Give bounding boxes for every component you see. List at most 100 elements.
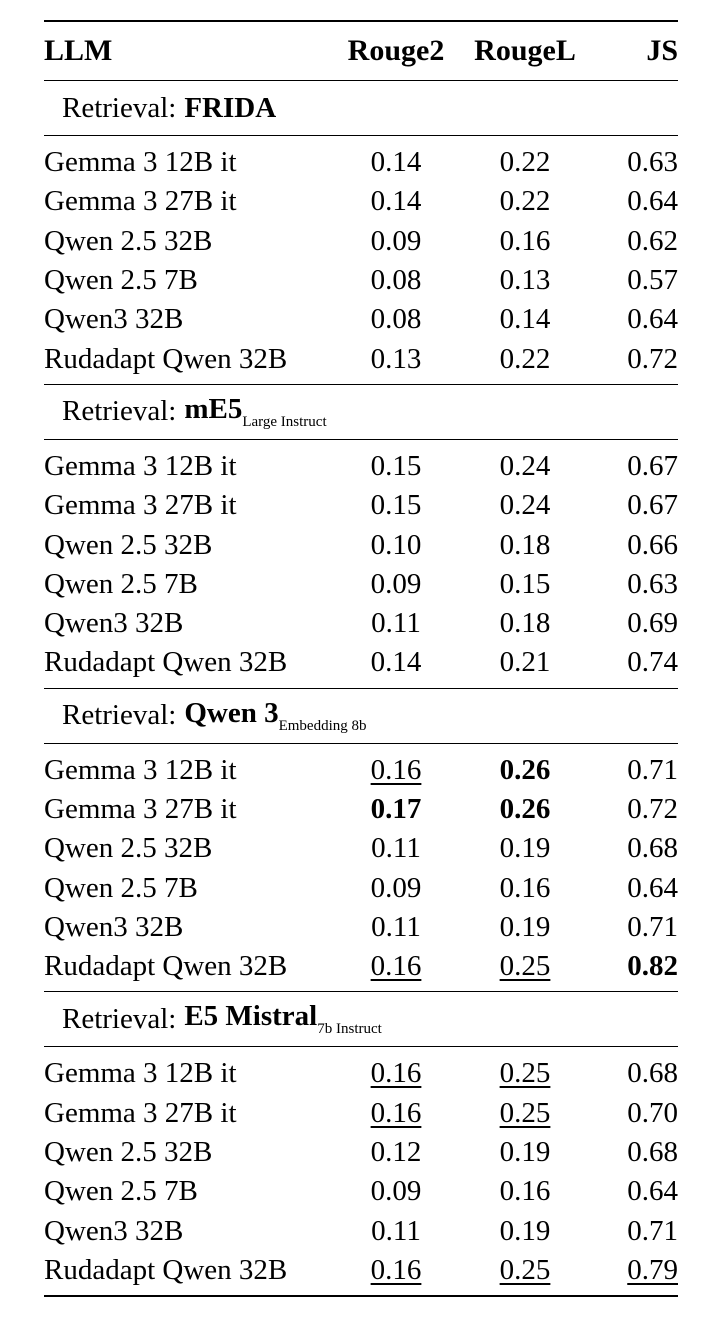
cell-rougel: 0.15 — [448, 568, 602, 601]
cell-js: 0.68 — [602, 832, 678, 865]
cell-js-value: 0.63 — [627, 146, 678, 179]
cell-llm: Qwen 2.5 32B — [44, 225, 344, 258]
table-row: Gemma 3 12B it 0.16 0.25 0.68 — [44, 1054, 678, 1093]
table-row: Rudadapt Qwen 32B 0.16 0.25 0.82 — [44, 947, 678, 986]
cell-js-value: 0.66 — [627, 528, 678, 561]
cell-rouge2-value: 0.09 — [370, 871, 422, 904]
cell-js: 0.62 — [602, 225, 678, 258]
cell-rouge2: 0.11 — [344, 1215, 448, 1248]
cell-js-value: 0.63 — [627, 567, 678, 600]
retrieval-model: E5 Mistral — [184, 1000, 318, 1033]
retrieval-model: Qwen 3 — [184, 696, 279, 729]
section-prefix: Retrieval: — [62, 91, 177, 124]
table-row: Qwen 2.5 32B 0.12 0.19 0.68 — [44, 1133, 678, 1172]
cell-js: 0.66 — [602, 529, 678, 562]
cell-js: 0.72 — [602, 793, 678, 826]
cell-js-value: 0.68 — [627, 1136, 678, 1169]
retrieval-model-subscript: 7b Instruct — [317, 1021, 382, 1038]
cell-llm: Qwen 2.5 32B — [44, 832, 344, 865]
cell-js: 0.79 — [602, 1254, 678, 1287]
cell-llm: Qwen3 32B — [44, 303, 344, 336]
cell-js-value: 0.69 — [627, 607, 678, 640]
cell-llm: Gemma 3 27B it — [44, 793, 344, 826]
cell-rougel: 0.14 — [448, 303, 602, 336]
table-row: Gemma 3 12B it 0.16 0.26 0.71 — [44, 751, 678, 790]
cell-rougel-value: 0.19 — [499, 1136, 551, 1169]
cell-js: 0.71 — [602, 1215, 678, 1248]
table-row: Qwen3 32B 0.08 0.14 0.64 — [44, 300, 678, 339]
cell-llm-value: Gemma 3 12B it — [44, 449, 237, 482]
section-rows: Gemma 3 12B it 0.15 0.24 0.67 Gemma 3 27B it… — [44, 440, 678, 688]
cell-llm-value: Qwen 2.5 32B — [44, 832, 213, 865]
cell-js-value: 0.67 — [627, 489, 678, 522]
cell-rougel-value: 0.22 — [499, 146, 551, 179]
cell-js: 0.64 — [602, 872, 678, 905]
cell-llm-value: Qwen3 32B — [44, 607, 184, 640]
cell-llm-value: Rudadapt Qwen 32B — [44, 342, 288, 375]
section-rule — [44, 742, 678, 744]
cell-js-value: 0.68 — [627, 832, 678, 865]
cell-rouge2-value: 0.16 — [370, 1057, 422, 1090]
header-js: JS — [646, 34, 678, 67]
cell-rougel: 0.25 — [448, 1097, 602, 1130]
cell-rouge2: 0.16 — [344, 1254, 448, 1287]
cell-js-value: 0.57 — [627, 264, 678, 297]
cell-rouge2-value: 0.09 — [370, 224, 422, 257]
section-prefix: Retrieval: — [62, 699, 177, 732]
section-rows: Gemma 3 12B it 0.16 0.25 0.68 Gemma 3 27B it… — [44, 1047, 678, 1295]
cell-rougel: 0.22 — [448, 185, 602, 218]
table-row: Gemma 3 12B it 0.15 0.24 0.67 — [44, 447, 678, 486]
cell-rouge2: 0.09 — [344, 872, 448, 905]
header-llm: LLM — [44, 34, 113, 67]
table-row: Rudadapt Qwen 32B 0.14 0.21 0.74 — [44, 643, 678, 682]
cell-rougel-value: 0.26 — [499, 793, 551, 825]
retrieval-model-subscript: Embedding 8b — [278, 717, 367, 734]
cell-rouge2-value: 0.16 — [370, 1096, 422, 1129]
table-row: Qwen3 32B 0.11 0.19 0.71 — [44, 908, 678, 947]
retrieval-model-name: mE5Large Instruct — [184, 393, 326, 431]
cell-rougel: 0.19 — [448, 832, 602, 865]
table-row: Rudadapt Qwen 32B 0.13 0.22 0.72 — [44, 339, 678, 378]
cell-rouge2-value: 0.09 — [370, 1175, 422, 1208]
table-row: Qwen 2.5 7B 0.09 0.15 0.63 — [44, 565, 678, 604]
cell-rouge2: 0.14 — [344, 146, 448, 179]
cell-llm-value: Gemma 3 27B it — [44, 793, 237, 825]
cell-rouge2-value: 0.12 — [370, 1136, 422, 1169]
cell-js: 0.74 — [602, 646, 678, 679]
cell-rouge2: 0.13 — [344, 343, 448, 376]
table-row: Gemma 3 27B it 0.17 0.26 0.72 — [44, 790, 678, 829]
cell-js: 0.71 — [602, 754, 678, 787]
table-row: Qwen 2.5 7B 0.09 0.16 0.64 — [44, 868, 678, 907]
cell-js: 0.67 — [602, 450, 678, 483]
cell-js-value: 0.64 — [627, 871, 678, 904]
cell-js-value: 0.64 — [627, 1175, 678, 1208]
cell-llm-value: Rudadapt Qwen 32B — [44, 950, 288, 983]
cell-js-value: 0.64 — [627, 303, 678, 336]
cell-llm: Qwen 2.5 7B — [44, 568, 344, 601]
retrieval-model-subscript: Large Instruct — [242, 413, 327, 430]
cell-rouge2: 0.11 — [344, 607, 448, 640]
cell-js: 0.70 — [602, 1097, 678, 1130]
cell-rouge2: 0.09 — [344, 225, 448, 258]
cell-rougel-value: 0.22 — [499, 185, 551, 218]
cell-rouge2-value: 0.16 — [370, 950, 422, 983]
cell-rouge2-value: 0.15 — [370, 449, 422, 482]
section-end-rule — [44, 687, 678, 689]
cell-rouge2: 0.14 — [344, 646, 448, 679]
header-rouge2: Rouge2 — [347, 34, 445, 67]
cell-llm-value: Qwen3 32B — [44, 303, 184, 336]
retrieval-model-name: Qwen 3Embedding 8b — [184, 697, 366, 735]
cell-llm: Gemma 3 27B it — [44, 1097, 344, 1130]
cell-rouge2-value: 0.11 — [371, 910, 421, 943]
cell-llm: Gemma 3 12B it — [44, 1057, 344, 1090]
cell-js-value: 0.64 — [627, 185, 678, 218]
cell-llm-value: Qwen 2.5 7B — [44, 1175, 198, 1208]
cell-js: 0.69 — [602, 607, 678, 640]
cell-rougel: 0.18 — [448, 529, 602, 562]
table-row: Qwen 2.5 32B 0.09 0.16 0.62 — [44, 222, 678, 261]
cell-llm-value: Qwen 2.5 7B — [44, 871, 198, 904]
cell-llm-value: Gemma 3 27B it — [44, 185, 237, 218]
cell-rougel-value: 0.19 — [499, 832, 551, 865]
cell-js: 0.64 — [602, 303, 678, 336]
cell-js: 0.71 — [602, 911, 678, 944]
